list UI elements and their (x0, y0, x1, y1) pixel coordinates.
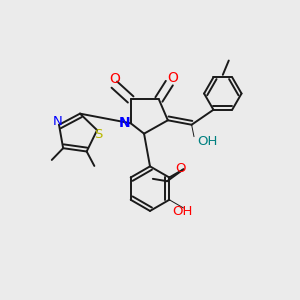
Text: O: O (167, 71, 178, 85)
Text: O: O (109, 72, 120, 86)
Text: OH: OH (172, 205, 192, 218)
Text: N: N (118, 116, 130, 130)
Text: S: S (94, 128, 103, 140)
Text: OH: OH (197, 135, 217, 148)
Text: N: N (53, 115, 62, 128)
Text: O: O (175, 162, 186, 175)
